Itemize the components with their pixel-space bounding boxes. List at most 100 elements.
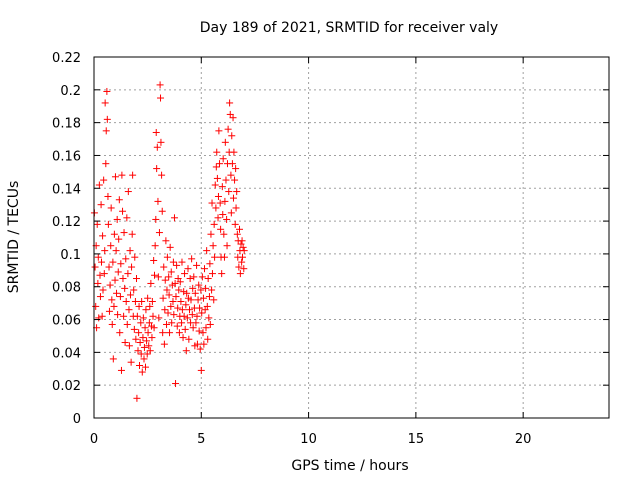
data-point bbox=[109, 355, 117, 363]
data-point bbox=[130, 286, 138, 294]
y-axis-label: SRMTID / TECUs bbox=[6, 181, 22, 294]
x-tick-labels: 0 5 10 15 20 bbox=[90, 432, 532, 447]
data-point bbox=[198, 309, 206, 317]
data-point bbox=[193, 312, 201, 320]
data-point bbox=[229, 114, 237, 122]
data-point bbox=[139, 334, 147, 342]
data-point bbox=[206, 320, 214, 328]
data-point bbox=[220, 230, 228, 238]
data-point bbox=[219, 155, 227, 163]
data-point bbox=[115, 196, 123, 204]
data-point bbox=[131, 253, 139, 261]
data-point bbox=[185, 335, 193, 343]
data-point bbox=[125, 306, 133, 314]
data-point bbox=[148, 297, 156, 305]
data-point bbox=[102, 127, 110, 135]
data-point bbox=[204, 335, 212, 343]
data-point bbox=[123, 214, 131, 222]
data-point bbox=[212, 204, 220, 212]
data-point bbox=[158, 207, 166, 215]
data-point bbox=[235, 263, 243, 271]
data-point bbox=[183, 314, 191, 322]
data-point bbox=[114, 311, 122, 319]
chart-title: Day 189 of 2021, SRMTID for receiver val… bbox=[200, 20, 498, 36]
data-point bbox=[175, 286, 183, 294]
data-point bbox=[145, 342, 153, 350]
x-tick-label: 20 bbox=[515, 432, 532, 447]
data-point bbox=[118, 171, 126, 179]
data-point bbox=[221, 197, 229, 205]
data-point bbox=[117, 260, 125, 268]
data-point bbox=[98, 312, 106, 320]
data-point bbox=[120, 229, 128, 237]
data-point bbox=[202, 324, 210, 332]
data-point bbox=[210, 220, 218, 228]
data-point bbox=[104, 192, 112, 200]
data-point bbox=[123, 320, 131, 328]
y-tick-label: 0.22 bbox=[52, 51, 81, 66]
data-point bbox=[135, 302, 143, 310]
data-point bbox=[160, 340, 168, 348]
data-point bbox=[181, 270, 189, 278]
data-point bbox=[124, 188, 132, 196]
data-point bbox=[124, 270, 132, 278]
data-point bbox=[172, 380, 180, 388]
data-point bbox=[165, 291, 173, 299]
data-point bbox=[182, 301, 190, 309]
data-point bbox=[180, 312, 188, 320]
data-points bbox=[90, 81, 248, 402]
data-point bbox=[216, 199, 224, 207]
data-point bbox=[108, 320, 116, 328]
data-point bbox=[239, 243, 247, 251]
axis-ticks bbox=[93, 56, 609, 419]
data-point bbox=[197, 286, 205, 294]
data-point bbox=[193, 340, 201, 348]
data-point bbox=[120, 312, 128, 320]
data-point bbox=[180, 288, 188, 296]
data-point bbox=[139, 314, 147, 322]
data-point bbox=[119, 275, 127, 283]
data-point bbox=[211, 181, 219, 189]
y-tick-label: 0.1 bbox=[60, 248, 81, 263]
data-point bbox=[134, 347, 142, 355]
data-point bbox=[183, 289, 191, 297]
x-tick-label: 15 bbox=[408, 432, 425, 447]
data-point bbox=[106, 281, 114, 289]
data-point bbox=[161, 306, 169, 314]
data-point bbox=[152, 215, 160, 223]
data-point bbox=[204, 275, 212, 283]
y-tick-label: 0.16 bbox=[52, 149, 81, 164]
data-point bbox=[116, 329, 124, 337]
data-point bbox=[210, 296, 218, 304]
x-tick-label: 5 bbox=[197, 432, 205, 447]
data-point bbox=[169, 297, 177, 305]
data-point bbox=[97, 201, 105, 209]
data-point bbox=[151, 242, 159, 250]
data-point bbox=[144, 294, 152, 302]
data-point bbox=[153, 143, 161, 151]
data-point bbox=[213, 174, 221, 182]
data-point bbox=[218, 270, 226, 278]
data-point bbox=[240, 247, 248, 255]
data-point bbox=[226, 99, 234, 107]
data-point bbox=[198, 273, 206, 281]
data-point bbox=[107, 242, 115, 250]
data-point bbox=[219, 211, 227, 219]
data-point bbox=[238, 237, 246, 245]
data-point bbox=[142, 306, 150, 314]
y-tick-label: 0.06 bbox=[52, 314, 81, 329]
data-point bbox=[205, 293, 213, 301]
data-point bbox=[191, 289, 199, 297]
y-tick-label: 0.04 bbox=[52, 346, 81, 361]
data-point bbox=[238, 253, 246, 261]
data-point bbox=[108, 296, 116, 304]
data-point bbox=[231, 220, 239, 228]
data-point bbox=[149, 312, 157, 320]
data-point bbox=[151, 271, 159, 279]
data-point bbox=[98, 258, 106, 266]
data-point bbox=[111, 173, 119, 181]
data-point bbox=[228, 160, 236, 168]
data-point bbox=[221, 138, 229, 146]
data-point bbox=[189, 324, 197, 332]
data-point bbox=[223, 242, 231, 250]
